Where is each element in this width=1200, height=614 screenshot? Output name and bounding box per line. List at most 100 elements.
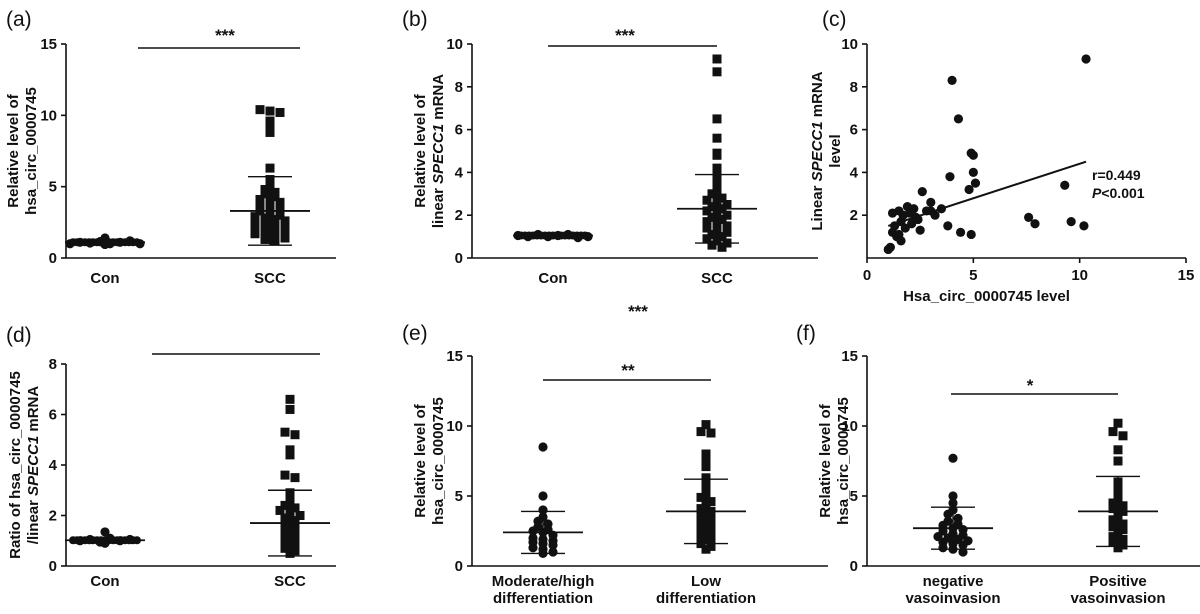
data-point [528, 526, 538, 536]
data-point [696, 533, 706, 543]
data-point [255, 200, 265, 210]
y-tick-label: 15 [446, 348, 463, 365]
category-label: Con [538, 270, 567, 287]
data-point [280, 523, 290, 533]
data-point [948, 453, 958, 463]
data-point [955, 227, 966, 237]
data-point [1118, 519, 1128, 529]
data-point [964, 184, 974, 195]
data-point [717, 214, 727, 224]
data-point [260, 189, 270, 199]
data-point [260, 219, 270, 229]
data-point [696, 527, 706, 537]
data-point [285, 445, 295, 455]
data-point [295, 511, 305, 520]
data-point [696, 427, 706, 437]
data-point [280, 222, 290, 232]
data-point [265, 106, 275, 116]
data-point [701, 462, 711, 472]
data-point [701, 544, 711, 554]
y-tick-label: 2 [850, 207, 858, 224]
data-point [280, 528, 290, 538]
data-point [260, 213, 270, 223]
y-axis-label: hsa_circ_0000745 [23, 87, 40, 215]
data-point [280, 543, 290, 553]
data-point [894, 229, 904, 240]
data-point [1118, 525, 1128, 535]
data-point [528, 543, 538, 553]
data-point [968, 167, 978, 177]
data-point [706, 530, 716, 540]
x-axis-label: Hsa_circ_0000745 level [903, 288, 1070, 305]
data-point [255, 105, 265, 115]
y-tick-label: 10 [40, 107, 57, 124]
x-tick-label: 5 [969, 267, 977, 284]
category-label: SCC [254, 270, 286, 287]
data-point [948, 498, 958, 508]
data-point [1108, 504, 1118, 514]
panel-b: (b) 0 2 4 6 8 10 Relative level of linear SPECC1… [402, 8, 818, 287]
data-point [712, 167, 722, 177]
x-tick-label: 15 [1178, 267, 1195, 284]
data-point [260, 234, 270, 244]
data-point [270, 236, 280, 246]
data-point [706, 519, 716, 529]
data-point [722, 227, 732, 237]
category-label: Positive vasoinvasion [1070, 573, 1165, 607]
y-tick-label: 10 [446, 418, 463, 435]
y-tick-label: 4 [49, 457, 58, 474]
y-axis-label: Ratio of hsa_circ_0000745 [7, 371, 24, 559]
y-tick-label: 5 [455, 488, 463, 505]
data-point [712, 67, 722, 77]
panel-label: (f) [796, 322, 816, 345]
data-point [917, 187, 927, 197]
data-point [270, 226, 280, 236]
y-tick-label: 5 [49, 179, 57, 196]
data-point [1030, 219, 1040, 229]
data-point [1081, 54, 1091, 64]
data-point [290, 473, 300, 483]
y-axis-label: linear SPECC1 mRNA [430, 74, 447, 228]
data-point [722, 221, 732, 231]
panel-c: (c) 2 4 6 8 10 0 5 10 15 Hsa_circ_0000745 level Lin… [809, 8, 1194, 305]
y-axis-label: Linear SPECC1 mRNA [809, 71, 826, 230]
data-point [280, 538, 290, 548]
panel-a: (a) 0 5 10 15 Relative level of hsa_circ_00007… [5, 8, 336, 287]
data-point [702, 206, 712, 216]
data-point [1108, 515, 1118, 525]
data-point [265, 163, 275, 173]
panel-label: (e) [402, 322, 428, 345]
significance-stars: *** [628, 302, 648, 321]
y-axis-label: hsa_circ_0000745 [430, 397, 447, 525]
y-tick-label: 10 [446, 36, 463, 53]
y-tick-label: 0 [455, 250, 463, 267]
significance-stars: * [1027, 376, 1034, 395]
data-point [968, 150, 978, 160]
data-point [290, 503, 300, 513]
data-point [275, 210, 285, 220]
data-point [702, 195, 712, 205]
data-point [250, 217, 260, 227]
data-point [1108, 532, 1118, 542]
category-label: SCC [701, 270, 733, 287]
data-point [1118, 540, 1128, 550]
data-point [1113, 543, 1123, 553]
data-point [883, 244, 893, 255]
data-point [915, 225, 925, 235]
data-point [712, 150, 722, 160]
data-point [696, 504, 706, 514]
y-axis-label: Relative level of [412, 403, 429, 517]
data-point [1118, 431, 1128, 441]
y-tick-label: 0 [49, 250, 57, 267]
data-point [280, 216, 290, 226]
y-tick-label: 2 [49, 508, 57, 525]
panel-f: (f) 0 5 10 15 Relative level of hsa_circ_00007… [796, 322, 1200, 607]
panel-label: (b) [402, 8, 428, 31]
x-tick-label: 0 [863, 267, 871, 284]
y-tick-label: 2 [455, 207, 463, 224]
category-label: Con [90, 573, 119, 590]
category-label: negative vasoinvasion [905, 573, 1000, 607]
data-point [290, 521, 300, 531]
data-point [538, 442, 548, 452]
data-point [938, 543, 948, 553]
